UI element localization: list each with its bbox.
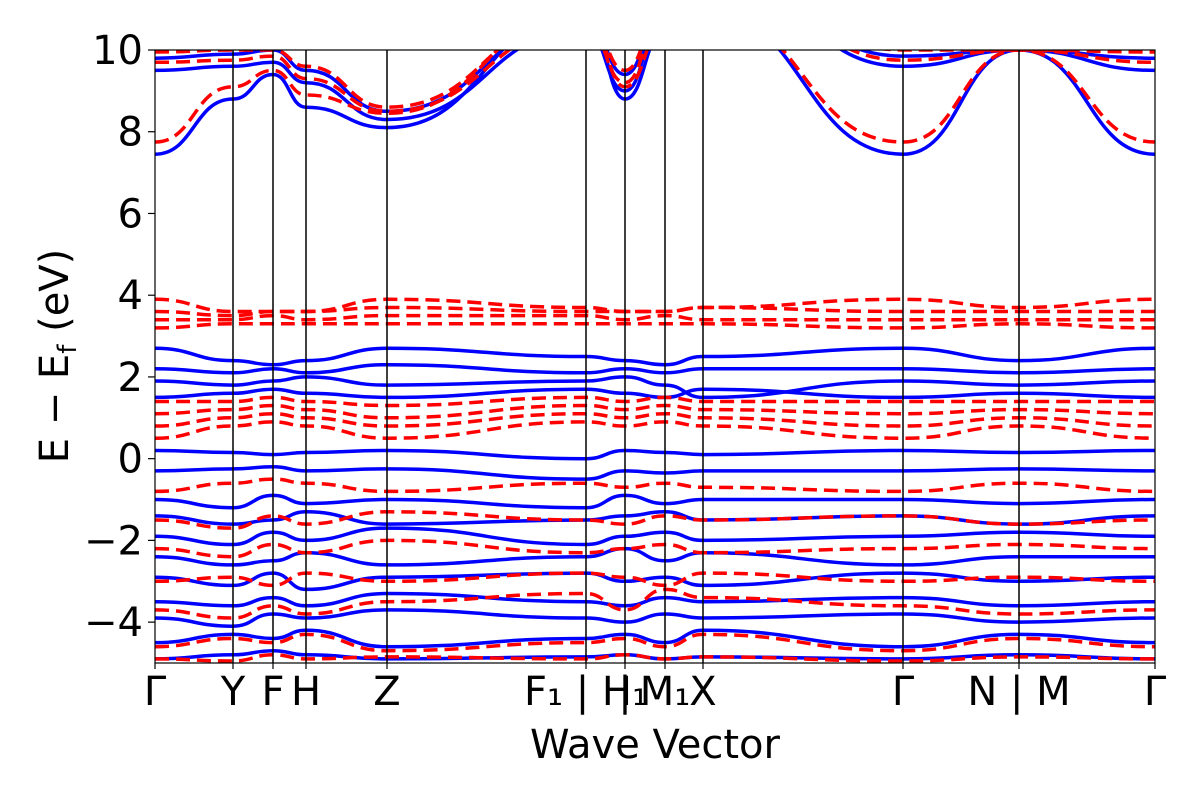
x-tick-label-7: M₁ (640, 669, 691, 715)
y-tick-label-5: 6 (118, 191, 143, 237)
dashed-band-5 (155, 510, 1155, 530)
dashed-band-3 (155, 571, 1155, 588)
dashed-band-4 (155, 538, 1155, 559)
y-axis-title-unit: (eV) (32, 249, 78, 345)
kpoint-lines-layer (232, 50, 1020, 663)
y-tick-label-3: 2 (118, 355, 143, 401)
x-tick-label-4: Z (373, 669, 400, 715)
y-tick-label-2: 0 (118, 437, 143, 483)
y-axis-title-subscript: f (53, 344, 83, 354)
dashed-band-14 (155, 297, 1155, 314)
x-tick-label-9: Γ (892, 669, 915, 715)
y-tick-label-0: −4 (84, 600, 143, 646)
x-tick-label-2: F (261, 669, 284, 715)
plot-frame (154, 49, 1156, 664)
y-tick-label-4: 4 (118, 273, 143, 319)
plot-background (155, 50, 1155, 663)
y-tick-label-1: −2 (84, 518, 143, 564)
y-axis: −4 −2 0 2 4 6 8 10 (84, 28, 155, 646)
y-tick-label-7: 10 (92, 28, 143, 74)
solid-band-10 (155, 448, 1155, 461)
y-axis-title: E − Ef (eV) (32, 249, 83, 464)
dashed-band-2 (155, 587, 1155, 620)
solid-band-16 (155, 50, 1155, 122)
dashed-band-16 (155, 50, 1155, 114)
x-tick-label-5: F₁ | H₁ (524, 669, 648, 715)
dashed-band-17 (155, 50, 1155, 109)
y-tick-label-6: 8 (118, 110, 143, 156)
x-axis: Γ Y F H Z F₁ | H₁| M₁ X Γ N | M Γ (144, 663, 1167, 715)
solid-band-15 (155, 50, 1155, 156)
x-tick-label-3: H (291, 669, 321, 715)
x-tick-label-0: Γ (144, 669, 167, 715)
x-tick-label-10: N | M (967, 669, 1070, 715)
y-axis-title-main: E − E (32, 354, 78, 464)
x-tick-label-6: | (618, 669, 631, 715)
x-tick-label-1: Y (220, 669, 246, 715)
solid-band-9 (155, 465, 1155, 481)
dashed-band-7 (155, 420, 1155, 440)
x-tick-label-11: Γ (1144, 669, 1167, 715)
x-tick-label-8: X (689, 669, 716, 715)
x-axis-title: Wave Vector (530, 722, 781, 768)
